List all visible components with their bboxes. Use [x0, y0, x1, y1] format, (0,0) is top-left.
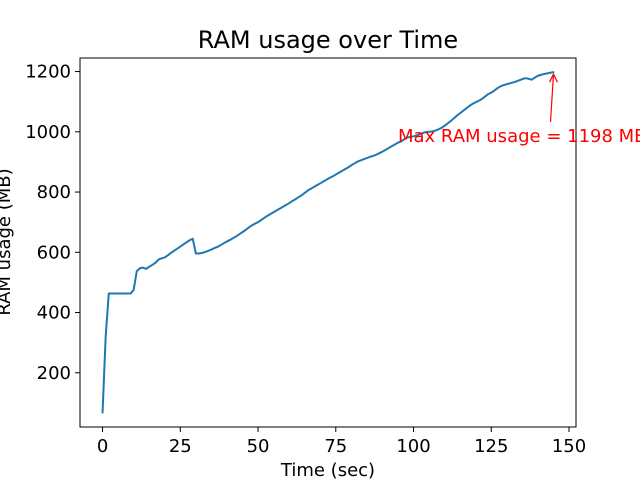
- chart-title: RAM usage over Time: [198, 26, 458, 54]
- x-tick-label: 50: [247, 436, 270, 457]
- x-tick-label: 100: [396, 436, 430, 457]
- x-tick-label: 150: [552, 436, 586, 457]
- y-tick-label: 1200: [25, 62, 71, 83]
- y-axis: 200 400 600 800 1000 1200: [25, 62, 80, 384]
- x-axis: 0 25 50 75 100 125 150: [97, 427, 586, 457]
- x-tick-label: 25: [169, 436, 192, 457]
- ram-usage-series-line: [101, 71, 555, 414]
- y-tick-label: 200: [37, 363, 71, 384]
- x-tick-label: 75: [324, 436, 347, 457]
- y-tick-label: 800: [37, 182, 71, 203]
- annotation-arrow: [549, 74, 555, 122]
- x-tick-label: 125: [474, 436, 508, 457]
- y-tick-label: 600: [37, 242, 71, 263]
- annotation-arrow-head: [548, 72, 559, 83]
- max-ram-annotation: Max RAM usage = 1198 MB: [398, 126, 640, 147]
- y-tick-label: 400: [37, 303, 71, 324]
- x-tick-label: 0: [97, 436, 108, 457]
- y-axis-label: RAM usage (MB): [0, 168, 15, 315]
- y-tick-label: 1000: [25, 122, 71, 143]
- plot-frame: [79, 57, 577, 428]
- x-axis-label: Time (sec): [280, 460, 375, 480]
